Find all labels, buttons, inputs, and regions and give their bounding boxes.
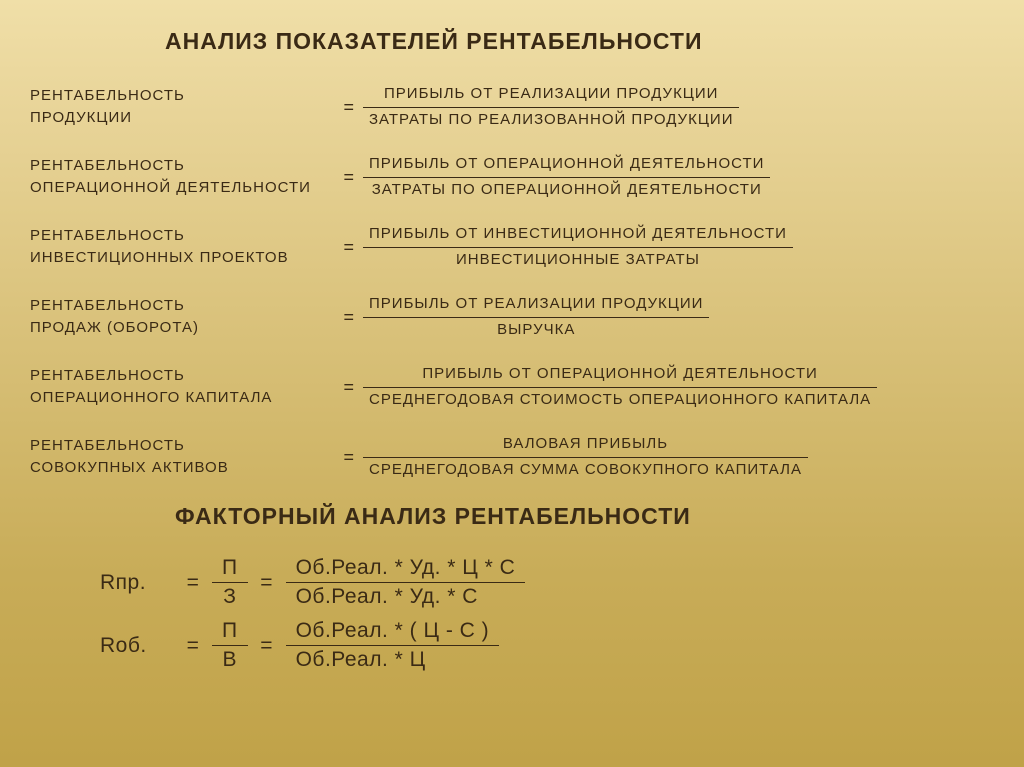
ratio-fraction: ПРИБЫЛЬ ОТ ОПЕРАЦИОННОЙ ДЕЯТЕЛЬНОСТИЗАТР… xyxy=(363,153,770,201)
factor-fraction-2: Об.Реал. * Уд. * Ц * СОб.Реал. * Уд. * С xyxy=(286,556,526,609)
ratio-label-line1: РЕНТАБЕЛЬНОСТЬ xyxy=(30,85,335,108)
fraction-denominator: В xyxy=(213,646,248,672)
ratio-row: РЕНТАБЕЛЬНОСТЬСОВОКУПНЫХ АКТИВОВ=ВАЛОВАЯ… xyxy=(30,433,994,481)
factor-fraction-1: ПЗ xyxy=(212,556,248,609)
ratios-container: РЕНТАБЕЛЬНОСТЬПРОДУКЦИИ=ПРИБЫЛЬ ОТ РЕАЛИ… xyxy=(30,83,994,481)
ratio-row: РЕНТАБЕЛЬНОСТЬИНВЕСТИЦИОННЫХ ПРОЕКТОВ=ПР… xyxy=(30,223,994,271)
ratio-label-line2: ОПЕРАЦИОННОГО КАПИТАЛА xyxy=(30,387,335,410)
ratio-row: РЕНТАБЕЛЬНОСТЬПРОДАЖ (ОБОРОТА)=ПРИБЫЛЬ О… xyxy=(30,293,994,341)
ratio-label-line1: РЕНТАБЕЛЬНОСТЬ xyxy=(30,155,335,178)
ratio-denominator: ИНВЕСТИЦИОННЫЕ ЗАТРАТЫ xyxy=(363,248,793,272)
ratio-denominator: СРЕДНЕГОДОВАЯ СУММА СОВОКУПНОГО КАПИТАЛА xyxy=(363,458,808,482)
ratio-label: РЕНТАБЕЛЬНОСТЬПРОДУКЦИИ xyxy=(30,85,335,130)
ratio-label: РЕНТАБЕЛЬНОСТЬСОВОКУПНЫХ АКТИВОВ xyxy=(30,435,335,480)
factor-row: Rоб.=ПВ=Об.Реал. * ( Ц - С )Об.Реал. * Ц xyxy=(100,619,994,672)
ratio-label: РЕНТАБЕЛЬНОСТЬПРОДАЖ (ОБОРОТА) xyxy=(30,295,335,340)
ratio-denominator: ВЫРУЧКА xyxy=(363,318,709,342)
equals-sign: = xyxy=(335,164,363,191)
ratio-label-line2: ПРОДАЖ (ОБОРОТА) xyxy=(30,317,335,340)
equals-sign: = xyxy=(178,634,208,658)
ratio-label-line1: РЕНТАБЕЛЬНОСТЬ xyxy=(30,295,335,318)
sub-title: ФАКТОРНЫЙ АНАЛИЗ РЕНТАБЕЛЬНОСТИ xyxy=(175,503,994,530)
ratio-numerator: ПРИБЫЛЬ ОТ РЕАЛИЗАЦИИ ПРОДУКЦИИ xyxy=(363,83,739,108)
factor-container: Rпр.=ПЗ=Об.Реал. * Уд. * Ц * СОб.Реал. *… xyxy=(100,556,994,672)
equals-sign: = xyxy=(252,571,282,595)
ratio-row: РЕНТАБЕЛЬНОСТЬОПЕРАЦИОННОЙ ДЕЯТЕЛЬНОСТИ=… xyxy=(30,153,994,201)
equals-sign: = xyxy=(335,374,363,401)
ratio-numerator: ВАЛОВАЯ ПРИБЫЛЬ xyxy=(363,433,808,458)
ratio-label-line1: РЕНТАБЕЛЬНОСТЬ xyxy=(30,225,335,248)
equals-sign: = xyxy=(335,94,363,121)
ratio-numerator: ПРИБЫЛЬ ОТ ОПЕРАЦИОННОЙ ДЕЯТЕЛЬНОСТИ xyxy=(363,153,770,178)
ratio-label: РЕНТАБЕЛЬНОСТЬИНВЕСТИЦИОННЫХ ПРОЕКТОВ xyxy=(30,225,335,270)
ratio-label-line2: ИНВЕСТИЦИОННЫХ ПРОЕКТОВ xyxy=(30,247,335,270)
equals-sign: = xyxy=(178,571,208,595)
factor-label: Rпр. xyxy=(100,571,178,595)
ratio-fraction: ПРИБЫЛЬ ОТ ИНВЕСТИЦИОННОЙ ДЕЯТЕЛЬНОСТИИН… xyxy=(363,223,793,271)
equals-sign: = xyxy=(252,634,282,658)
ratio-label-line2: ОПЕРАЦИОННОЙ ДЕЯТЕЛЬНОСТИ xyxy=(30,177,335,200)
factor-label: Rоб. xyxy=(100,634,178,658)
ratio-label: РЕНТАБЕЛЬНОСТЬОПЕРАЦИОННОГО КАПИТАЛА xyxy=(30,365,335,410)
factor-row: Rпр.=ПЗ=Об.Реал. * Уд. * Ц * СОб.Реал. *… xyxy=(100,556,994,609)
fraction-numerator: П xyxy=(212,556,248,583)
ratio-numerator: ПРИБЫЛЬ ОТ ОПЕРАЦИОННОЙ ДЕЯТЕЛЬНОСТИ xyxy=(363,363,877,388)
ratio-denominator: ЗАТРАТЫ ПО ОПЕРАЦИОННОЙ ДЕЯТЕЛЬНОСТИ xyxy=(363,178,770,202)
ratio-label-line2: СОВОКУПНЫХ АКТИВОВ xyxy=(30,457,335,480)
ratio-denominator: СРЕДНЕГОДОВАЯ СТОИМОСТЬ ОПЕРАЦИОННОГО КА… xyxy=(363,388,877,412)
ratio-label-line1: РЕНТАБЕЛЬНОСТЬ xyxy=(30,435,335,458)
ratio-numerator: ПРИБЫЛЬ ОТ РЕАЛИЗАЦИИ ПРОДУКЦИИ xyxy=(363,293,709,318)
ratio-numerator: ПРИБЫЛЬ ОТ ИНВЕСТИЦИОННОЙ ДЕЯТЕЛЬНОСТИ xyxy=(363,223,793,248)
ratio-fraction: ПРИБЫЛЬ ОТ РЕАЛИЗАЦИИ ПРОДУКЦИИЗАТРАТЫ П… xyxy=(363,83,739,131)
ratio-label-line1: РЕНТАБЕЛЬНОСТЬ xyxy=(30,365,335,388)
ratio-denominator: ЗАТРАТЫ ПО РЕАЛИЗОВАННОЙ ПРОДУКЦИИ xyxy=(363,108,739,132)
ratio-fraction: ПРИБЫЛЬ ОТ РЕАЛИЗАЦИИ ПРОДУКЦИИВЫРУЧКА xyxy=(363,293,709,341)
factor-fraction-2: Об.Реал. * ( Ц - С )Об.Реал. * Ц xyxy=(286,619,500,672)
equals-sign: = xyxy=(335,234,363,261)
ratio-label: РЕНТАБЕЛЬНОСТЬОПЕРАЦИОННОЙ ДЕЯТЕЛЬНОСТИ xyxy=(30,155,335,200)
equals-sign: = xyxy=(335,304,363,331)
ratio-row: РЕНТАБЕЛЬНОСТЬПРОДУКЦИИ=ПРИБЫЛЬ ОТ РЕАЛИ… xyxy=(30,83,994,131)
fraction-numerator: П xyxy=(212,619,248,646)
fraction-denominator: Об.Реал. * Уд. * С xyxy=(286,583,488,609)
ratio-row: РЕНТАБЕЛЬНОСТЬОПЕРАЦИОННОГО КАПИТАЛА=ПРИ… xyxy=(30,363,994,411)
main-title: АНАЛИЗ ПОКАЗАТЕЛЕЙ РЕНТАБЕЛЬНОСТИ xyxy=(165,28,994,55)
ratio-label-line2: ПРОДУКЦИИ xyxy=(30,107,335,130)
fraction-denominator: Об.Реал. * Ц xyxy=(286,646,436,672)
fraction-numerator: Об.Реал. * Уд. * Ц * С xyxy=(286,556,526,583)
ratio-fraction: ВАЛОВАЯ ПРИБЫЛЬСРЕДНЕГОДОВАЯ СУММА СОВОК… xyxy=(363,433,808,481)
fraction-numerator: Об.Реал. * ( Ц - С ) xyxy=(286,619,500,646)
equals-sign: = xyxy=(335,444,363,471)
fraction-denominator: З xyxy=(213,583,246,609)
factor-fraction-1: ПВ xyxy=(212,619,248,672)
ratio-fraction: ПРИБЫЛЬ ОТ ОПЕРАЦИОННОЙ ДЕЯТЕЛЬНОСТИСРЕД… xyxy=(363,363,877,411)
